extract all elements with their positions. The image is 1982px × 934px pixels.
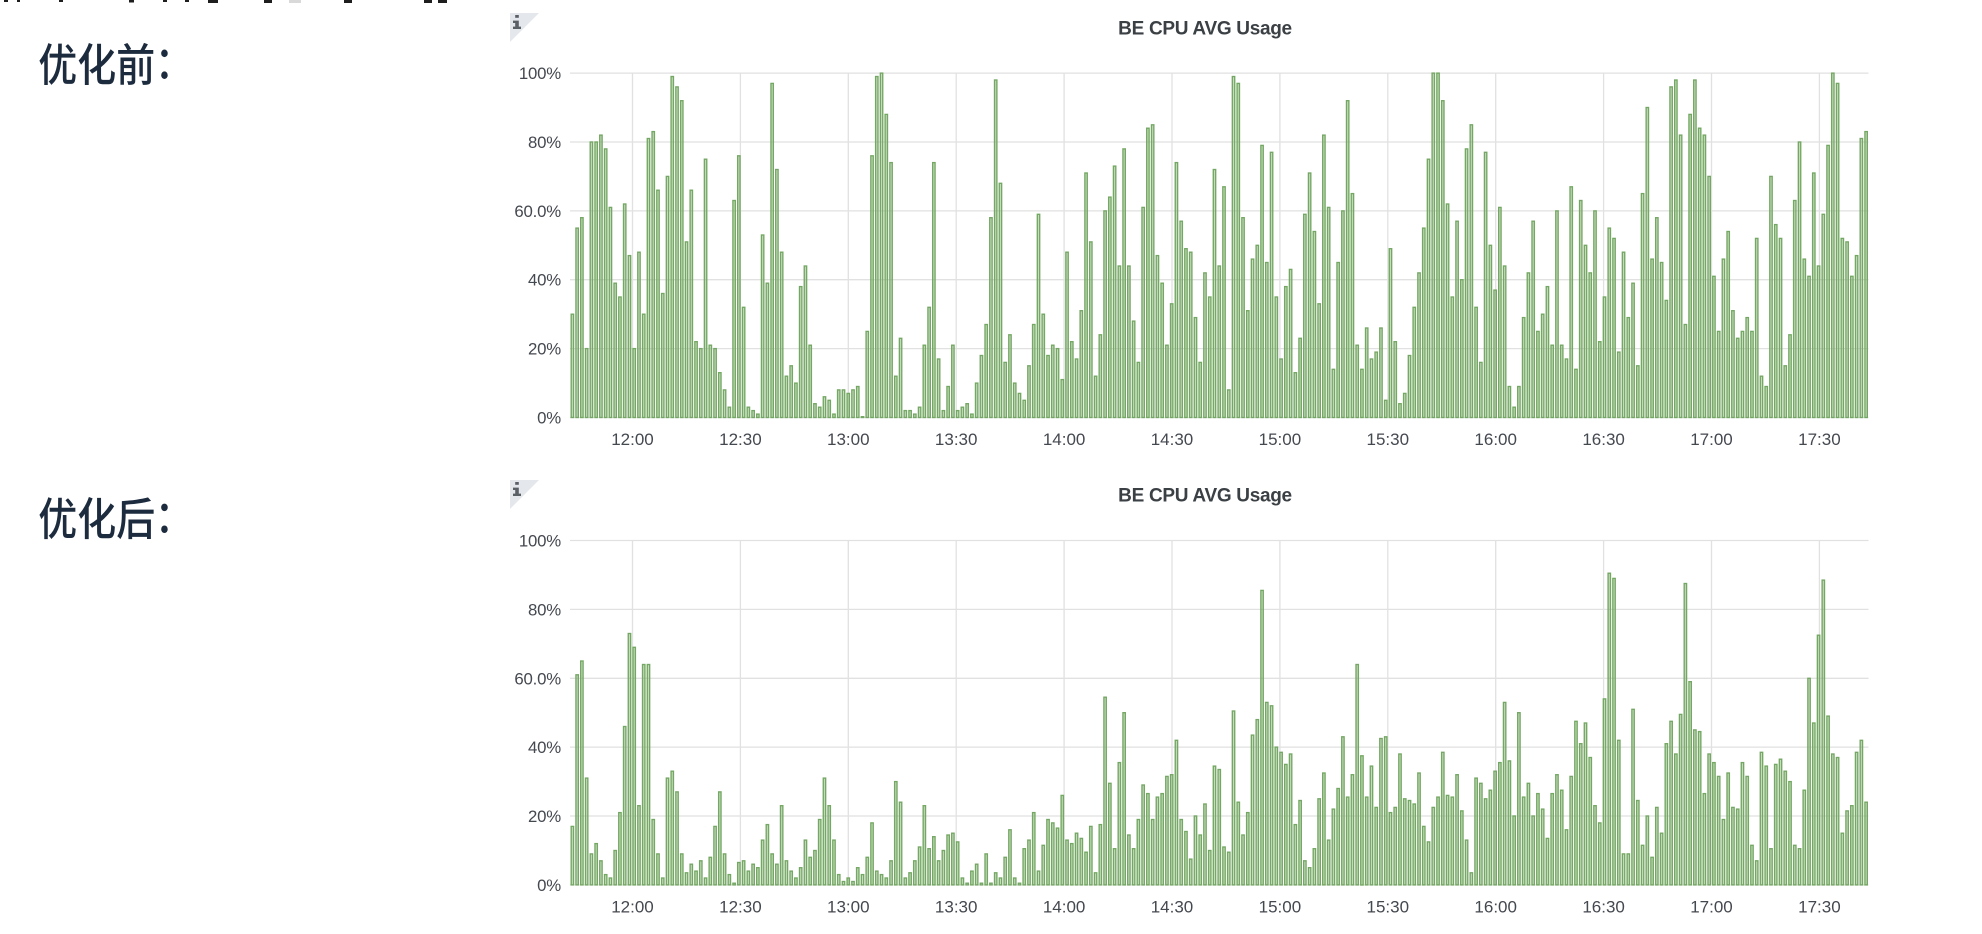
svg-text:17:00: 17:00: [1690, 430, 1733, 449]
svg-text:60.0%: 60.0%: [514, 202, 561, 221]
svg-text:17:30: 17:30: [1798, 897, 1841, 916]
svg-text:15:00: 15:00: [1259, 897, 1302, 916]
svg-text:14:30: 14:30: [1151, 430, 1194, 449]
svg-text:13:30: 13:30: [935, 430, 978, 449]
svg-text:20%: 20%: [528, 807, 561, 826]
svg-text:BE CPU AVG Usage: BE CPU AVG Usage: [1118, 18, 1292, 39]
svg-text:16:30: 16:30: [1582, 897, 1625, 916]
svg-text:13:00: 13:00: [827, 430, 870, 449]
svg-text:17:30: 17:30: [1798, 430, 1841, 449]
svg-text:15:00: 15:00: [1259, 430, 1302, 449]
svg-text:13:00: 13:00: [827, 897, 870, 916]
svg-text:0%: 0%: [537, 876, 561, 895]
svg-text:14:00: 14:00: [1043, 897, 1086, 916]
svg-text:12:30: 12:30: [719, 897, 762, 916]
svg-text:80%: 80%: [528, 133, 561, 152]
svg-text:20%: 20%: [528, 340, 561, 359]
svg-text:17:00: 17:00: [1690, 897, 1733, 916]
svg-text:16:00: 16:00: [1474, 430, 1517, 449]
svg-text:100%: 100%: [519, 64, 561, 83]
svg-text:40%: 40%: [528, 271, 561, 290]
svg-text:BE CPU AVG Usage: BE CPU AVG Usage: [1118, 486, 1292, 507]
svg-text:80%: 80%: [528, 600, 561, 619]
svg-text:14:00: 14:00: [1043, 430, 1086, 449]
svg-text:100%: 100%: [519, 532, 561, 551]
svg-text:16:00: 16:00: [1474, 897, 1517, 916]
svg-text:15:30: 15:30: [1367, 897, 1410, 916]
svg-text:60.0%: 60.0%: [514, 669, 561, 688]
svg-text:15:30: 15:30: [1367, 430, 1410, 449]
svg-text:0%: 0%: [537, 409, 561, 428]
svg-text:12:00: 12:00: [611, 897, 654, 916]
svg-text:14:30: 14:30: [1151, 897, 1194, 916]
svg-text:40%: 40%: [528, 738, 561, 757]
svg-text:16:30: 16:30: [1582, 430, 1625, 449]
svg-text:13:30: 13:30: [935, 897, 978, 916]
svg-text:12:30: 12:30: [719, 430, 762, 449]
svg-text:12:00: 12:00: [611, 430, 654, 449]
